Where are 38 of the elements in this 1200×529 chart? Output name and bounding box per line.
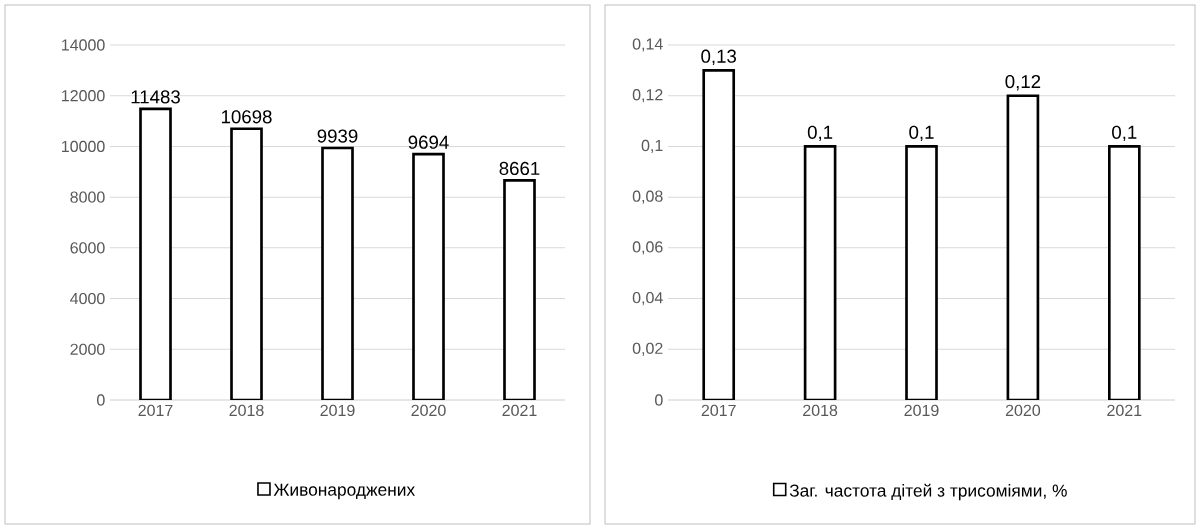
- y-tick-label: 4000: [70, 292, 105, 305]
- data-label: 0,13: [701, 49, 737, 66]
- y-tick-label: 14000: [62, 39, 105, 51]
- data-label: 9694: [408, 135, 449, 149]
- y-tick-label: 8000: [70, 191, 105, 203]
- y-tick-label: 0,04: [632, 291, 663, 306]
- data-label: 0,1: [807, 125, 833, 142]
- x-tick-label: 2018: [803, 404, 838, 417]
- y-tick-label: 12000: [62, 90, 105, 102]
- x-tick-label: 2019: [904, 404, 939, 417]
- data-label: 9939: [317, 129, 358, 143]
- data-label: 8661: [499, 161, 540, 176]
- y-tick-label: 6000: [70, 242, 105, 254]
- x-tick-label: 2017: [701, 404, 736, 417]
- y-tick-label: 0: [97, 394, 105, 406]
- x-tick-label: 2021: [1107, 404, 1142, 417]
- x-tick-label: 2021: [502, 404, 537, 417]
- text: Живонароджених: [273, 483, 415, 500]
- y-tick-label: 0,02: [632, 342, 663, 356]
- y-tick-label: 0,14: [632, 38, 663, 52]
- data-label: 0,1: [909, 125, 934, 142]
- data-label: 10698: [221, 110, 272, 124]
- x-tick-label: 2018: [229, 404, 264, 417]
- y-tick-label: 10000: [62, 140, 105, 153]
- y-tick-label: 0,12: [632, 89, 663, 103]
- data-label: 11483: [131, 90, 180, 104]
- y-tick-label: 0,08: [632, 190, 663, 204]
- text: Заг. частота дітей з трисоміями, %: [789, 483, 1067, 501]
- data-label: 0,1: [1112, 125, 1137, 142]
- y-tick-label: 2000: [70, 343, 105, 355]
- y-tick-label: 0,06: [632, 241, 663, 255]
- x-tick-label: 2019: [320, 404, 355, 417]
- x-tick-label: 2020: [1005, 404, 1041, 417]
- x-tick-label: 2017: [138, 404, 173, 417]
- y-tick-label: 0: [655, 394, 663, 406]
- x-tick-label: 2020: [411, 404, 446, 417]
- data-label: 0,12: [1005, 74, 1041, 91]
- y-tick-label: 0,1: [641, 139, 663, 154]
